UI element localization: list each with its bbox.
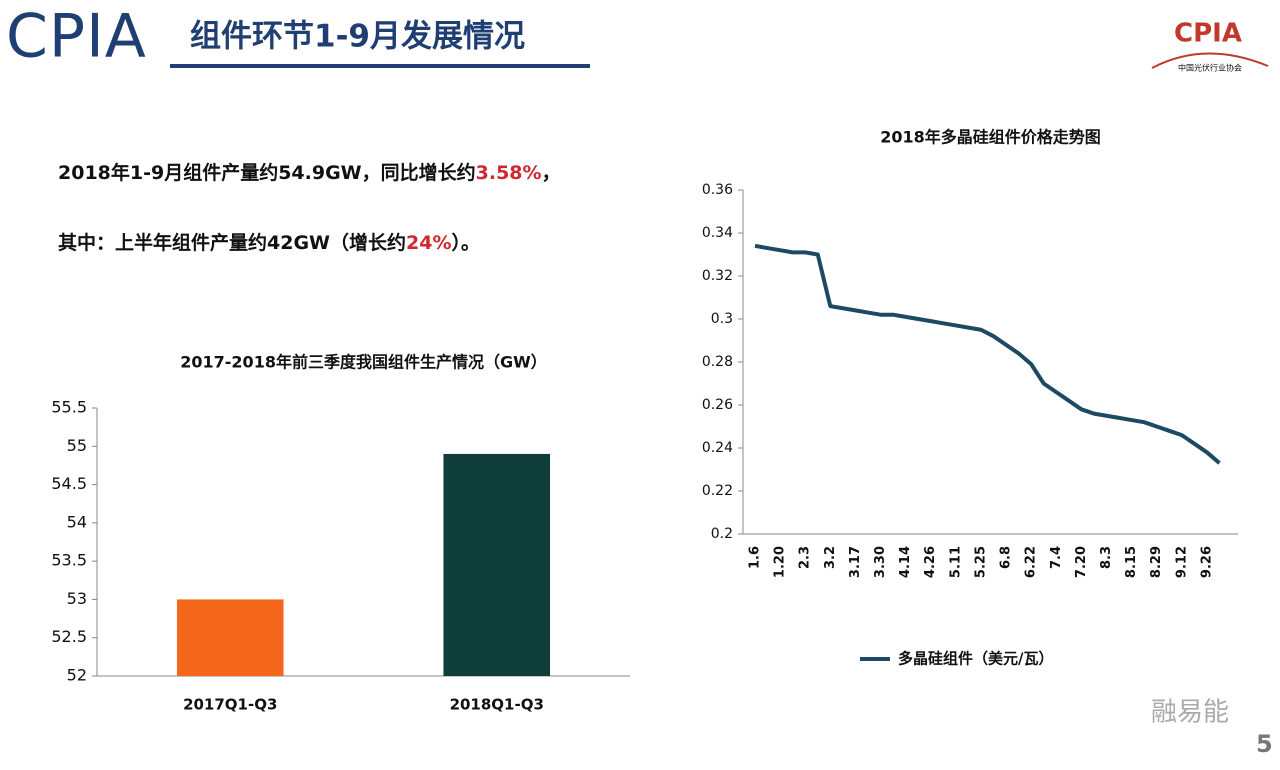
y-tick-label: 0.22 — [702, 483, 733, 499]
page-number: 5 — [1256, 730, 1273, 758]
x-tick-label: 7.4 — [1049, 546, 1064, 569]
logo: CPIA — [6, 2, 147, 72]
x-tick-label: 2.3 — [798, 546, 813, 569]
intro-highlight: 24% — [406, 232, 451, 254]
x-tick-label: 3.17 — [848, 546, 863, 578]
intro-text: 2018年1-9月组件产量约54.9GW，同比增长约 — [58, 161, 476, 184]
y-tick-label: 0.26 — [702, 397, 733, 413]
x-tick-label: 3.30 — [873, 546, 888, 578]
y-tick-label: 0.36 — [702, 182, 733, 198]
x-tick-label: 2017Q1-Q3 — [183, 696, 277, 714]
intro-highlight: 3.58% — [476, 162, 542, 184]
x-tick-label: 8.15 — [1124, 546, 1139, 578]
x-tick-label: 2018Q1-Q3 — [450, 696, 544, 714]
x-tick-label: 7.20 — [1074, 546, 1089, 578]
intro-tail: ）。 — [451, 231, 480, 254]
bar — [443, 453, 551, 676]
intro-tail: ， — [542, 162, 561, 184]
intro-text: 其中：上半年组件产量约42GW（增长约 — [58, 231, 406, 254]
badge-arc — [1151, 52, 1269, 69]
x-tick-label: 8.3 — [1099, 546, 1114, 569]
intro-line: 其中：上半年组件产量约42GW（增长约24%）。 — [58, 231, 480, 254]
legend-label: 多晶硅组件（美元/瓦） — [898, 650, 1053, 668]
y-tick-label: 0.3 — [711, 311, 733, 327]
bar — [176, 599, 284, 676]
chart-title: 2017-2018年前三季度我国组件生产情况（GW） — [180, 353, 547, 372]
y-tick-label: 53 — [67, 589, 87, 608]
y-tick-label: 0.34 — [702, 225, 733, 241]
chart-title: 2018年多晶硅组件价格走势图 — [880, 128, 1101, 147]
y-tick-label: 52.5 — [51, 627, 87, 646]
y-tick-label: 54 — [67, 512, 87, 531]
line-series — [754, 243, 1221, 465]
x-tick-label: 6.22 — [1024, 546, 1039, 578]
x-tick-label: 1.6 — [748, 546, 763, 569]
x-tick-label: 4.14 — [898, 546, 913, 578]
y-tick-label: 55 — [67, 436, 87, 455]
badge-sub: 中国光伏行业协会 — [1178, 63, 1242, 73]
x-tick-label: 9.12 — [1174, 546, 1189, 578]
badge: CPIA — [1174, 19, 1242, 49]
x-tick-label: 5.25 — [973, 546, 988, 578]
y-tick-label: 0.24 — [702, 440, 733, 456]
x-tick-label: 9.26 — [1199, 546, 1214, 578]
slide-title: 组件环节1-9月发展情况 — [190, 19, 525, 55]
y-tick-label: 55.5 — [51, 398, 87, 417]
y-tick-label: 0.28 — [702, 354, 733, 370]
x-tick-label: 6.8 — [999, 546, 1014, 569]
y-tick-label: 52 — [67, 666, 87, 685]
y-tick-label: 54.5 — [51, 474, 87, 493]
x-tick-label: 4.26 — [923, 546, 938, 578]
y-tick-label: 53.5 — [51, 551, 87, 570]
y-tick-label: 0.2 — [711, 526, 733, 542]
x-tick-label: 1.20 — [773, 546, 788, 578]
x-tick-label: 3.2 — [823, 546, 838, 569]
watermark: 融易能 — [1151, 698, 1229, 728]
intro-line: 2018年1-9月组件产量约54.9GW，同比增长约3.58%， — [58, 161, 561, 184]
y-tick-label: 0.32 — [702, 268, 733, 284]
x-tick-label: 5.11 — [948, 546, 963, 578]
x-tick-label: 8.29 — [1149, 546, 1164, 578]
